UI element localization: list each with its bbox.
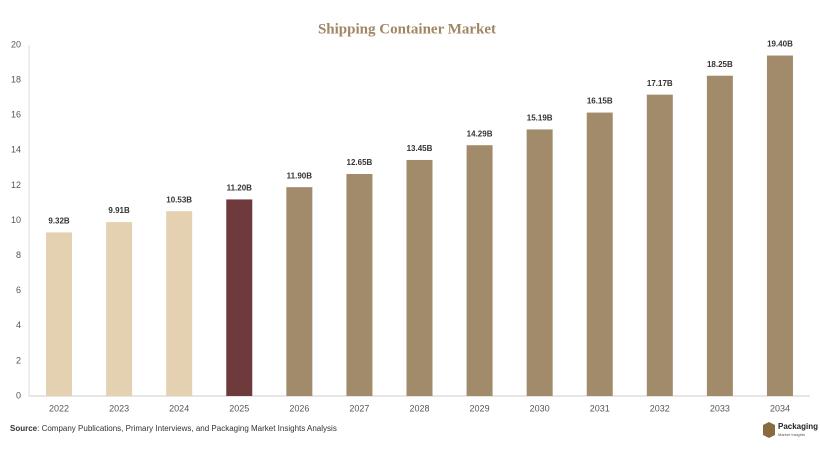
x-tick-label: 2032 [650, 403, 670, 413]
x-tick-label: 2026 [289, 403, 309, 413]
source-text: : Company Publications, Primary Intervie… [37, 424, 337, 433]
x-tick-label: 2029 [470, 403, 490, 413]
bar [706, 75, 733, 397]
y-tick-label: 4 [16, 320, 21, 330]
bar [466, 145, 493, 396]
x-tick-label: 2031 [590, 403, 610, 413]
bar [526, 129, 553, 396]
logo-icon [763, 422, 775, 438]
source: Source: Company Publications, Primary In… [10, 424, 337, 433]
value-label: 17.17B [647, 79, 673, 88]
x-tick-label: 2025 [229, 403, 249, 413]
y-tick-label: 16 [11, 110, 21, 120]
value-label: 14.29B [467, 129, 493, 138]
bar [646, 94, 673, 396]
y-tick-label: 14 [11, 145, 21, 155]
bar [286, 187, 313, 396]
value-label: 18.25B [707, 60, 733, 69]
value-label: 9.91B [108, 206, 130, 215]
bar [226, 199, 253, 396]
bar [166, 211, 193, 396]
y-tick-label: 10 [11, 215, 21, 225]
source-label: Source [10, 424, 38, 433]
x-tick-label: 2023 [109, 403, 129, 413]
x-tick-label: 2027 [349, 403, 369, 413]
y-tick-label: 18 [11, 74, 21, 84]
value-label: 10.53B [166, 195, 192, 204]
value-label: 15.19B [527, 114, 553, 123]
value-label: 9.32B [48, 217, 70, 226]
value-label: 11.20B [227, 184, 253, 193]
bar [766, 55, 793, 396]
value-label: 11.90B [287, 171, 313, 180]
x-tick-label: 2030 [530, 403, 550, 413]
y-tick-label: 20 [11, 39, 21, 49]
y-tick-label: 0 [16, 390, 21, 400]
x-tick-label: 2024 [169, 403, 189, 413]
bar [586, 112, 613, 396]
y-tick-label: 2 [16, 355, 21, 365]
x-tick-label: 2033 [710, 403, 730, 413]
chart-title: Shipping Container Market [318, 21, 496, 37]
bar [46, 232, 73, 396]
y-tick-label: 6 [16, 285, 21, 295]
logo-name: Packaging [778, 422, 818, 431]
value-label: 19.40B [767, 40, 793, 49]
y-tick-label: 12 [11, 180, 21, 190]
value-label: 16.15B [587, 97, 613, 106]
x-tick-label: 2028 [409, 403, 429, 413]
x-tick-label: 2022 [49, 403, 69, 413]
bar [106, 222, 133, 396]
value-label: 13.45B [407, 144, 433, 153]
bar [406, 159, 433, 396]
x-tick-label: 2034 [770, 403, 790, 413]
logo-tagline: Market Insights [778, 432, 805, 437]
bar [346, 173, 373, 396]
value-label: 12.65B [347, 158, 373, 167]
y-tick-label: 8 [16, 250, 21, 260]
